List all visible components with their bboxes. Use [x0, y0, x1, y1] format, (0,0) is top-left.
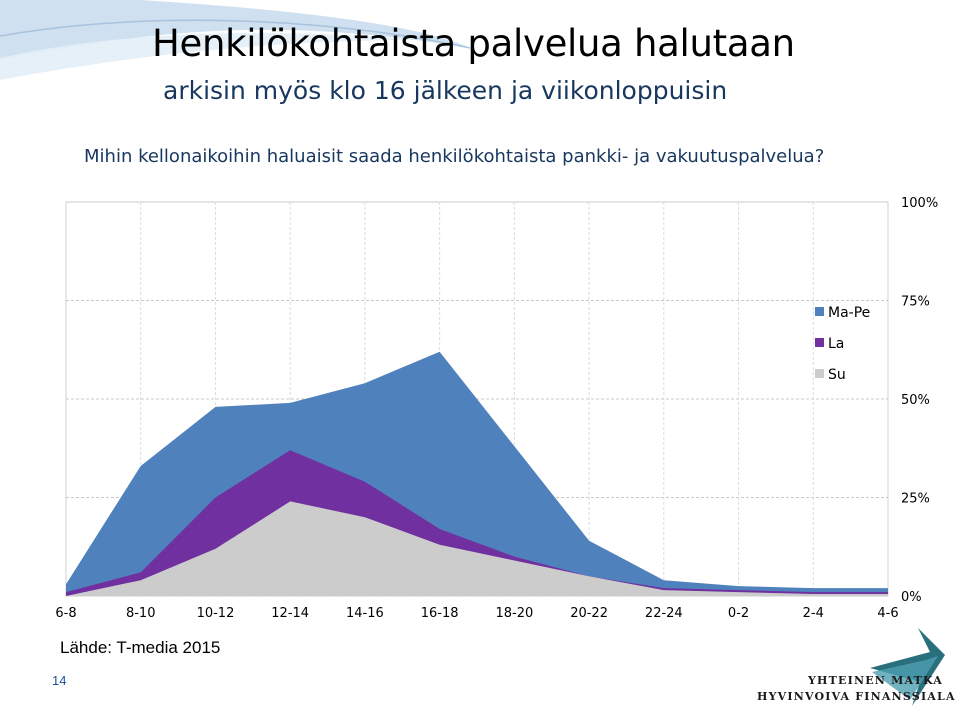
legend: Ma-Pe La Su: [815, 305, 870, 383]
x-tick-label: 12-14: [271, 606, 309, 621]
y-tick-label: 75%: [901, 295, 930, 310]
x-tick-label: 22-24: [645, 606, 683, 621]
legend-label: Su: [828, 367, 846, 383]
legend-swatch: [815, 338, 824, 347]
x-tick-label: 2-4: [803, 606, 824, 621]
x-tick-label: 10-12: [197, 606, 235, 621]
y-axis-labels: 0% 25% 50% 75% 100%: [901, 196, 938, 605]
x-tick-label: 8-10: [126, 606, 156, 621]
page-title: Henkilökohtaista palvelua halutaan: [152, 22, 795, 65]
x-tick-label: 16-18: [421, 606, 459, 621]
swoosh-light: [0, 33, 420, 80]
legend-swatch: [815, 307, 824, 316]
swoosh-shape: [0, 0, 470, 60]
x-tick-label: 20-22: [570, 606, 608, 621]
area-series: [66, 351, 888, 596]
source-note: Lähde: T-media 2015: [60, 638, 221, 657]
x-tick-label: 0-2: [728, 606, 749, 621]
swoosh-line: [0, 19, 471, 49]
page-subtitle: arkisin myös klo 16 jälkeen ja viikonlop…: [163, 76, 728, 105]
x-axis-labels: 6-8 8-10 10-12 12-14 14-16 16-18 18-20 20-22 22-…: [55, 606, 898, 621]
y-tick-label: 100%: [901, 196, 938, 211]
area-chart: 6-8 8-10 10-12 12-14 14-16 16-18 18-20 20-22 22-…: [55, 196, 938, 621]
survey-question: Mihin kellonaikoihin haluaisit saada hen…: [84, 146, 825, 167]
x-tick-label: 4-6: [877, 606, 898, 621]
area-series-su: [66, 501, 888, 596]
arrow-logo-icon: [870, 628, 945, 706]
legend-label: La: [828, 336, 844, 352]
page-number: 14: [52, 673, 67, 688]
y-tick-label: 0%: [901, 590, 922, 605]
x-tick-label: 18-20: [495, 606, 533, 621]
logo-text-line2: HYVINVOIVA FINANSSIALA: [757, 690, 956, 703]
x-tick-label: 14-16: [346, 606, 384, 621]
logo-text-line1: YHTEINEN MATKA: [808, 674, 944, 687]
legend-swatch: [815, 369, 824, 378]
x-tick-label: 6-8: [55, 606, 76, 621]
y-tick-label: 25%: [901, 492, 930, 507]
y-tick-label: 50%: [901, 393, 930, 408]
legend-label: Ma-Pe: [828, 305, 870, 321]
